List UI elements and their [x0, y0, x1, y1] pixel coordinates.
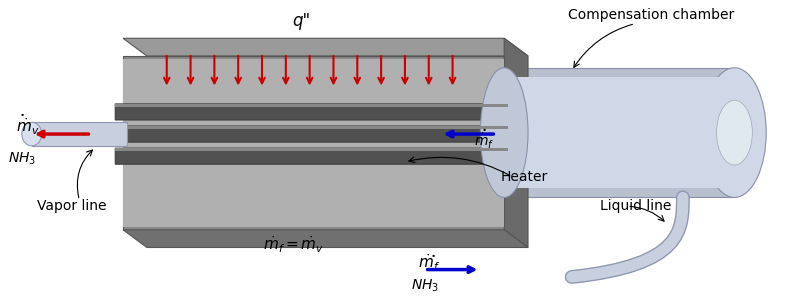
Polygon shape: [115, 104, 524, 120]
Polygon shape: [115, 126, 508, 129]
Text: $\dot{m}_v$: $\dot{m}_v$: [16, 116, 40, 137]
Text: Liquid line: Liquid line: [599, 199, 671, 213]
Text: Vapor line: Vapor line: [37, 199, 106, 213]
Text: $NH_3$: $NH_3$: [410, 278, 439, 294]
Polygon shape: [115, 126, 524, 142]
Text: $\dot{m}_f$: $\dot{m}_f$: [418, 252, 440, 273]
Polygon shape: [115, 148, 524, 164]
Polygon shape: [504, 38, 528, 247]
Text: Heater: Heater: [500, 170, 548, 184]
Polygon shape: [123, 230, 528, 247]
Text: $\dot{m}_f$: $\dot{m}_f$: [474, 132, 495, 151]
Polygon shape: [123, 38, 528, 56]
Text: $\bullet$: $\bullet$: [481, 124, 488, 133]
Text: $\bullet$: $\bullet$: [19, 109, 25, 118]
Ellipse shape: [22, 122, 41, 146]
Polygon shape: [115, 104, 508, 107]
Text: $NH_3$: $NH_3$: [8, 151, 37, 167]
Text: Compensation chamber: Compensation chamber: [568, 8, 734, 22]
Ellipse shape: [716, 100, 752, 165]
Text: q": q": [293, 12, 310, 30]
Polygon shape: [123, 56, 504, 230]
Polygon shape: [504, 68, 734, 197]
Ellipse shape: [480, 68, 528, 197]
Polygon shape: [123, 59, 504, 227]
Polygon shape: [504, 78, 734, 188]
Ellipse shape: [703, 68, 766, 197]
Polygon shape: [32, 122, 127, 146]
Polygon shape: [115, 148, 508, 151]
Text: $\bullet$: $\bullet$: [430, 250, 436, 259]
Text: $\dot{m}_f = \dot{m}_v$: $\dot{m}_f = \dot{m}_v$: [263, 234, 325, 255]
